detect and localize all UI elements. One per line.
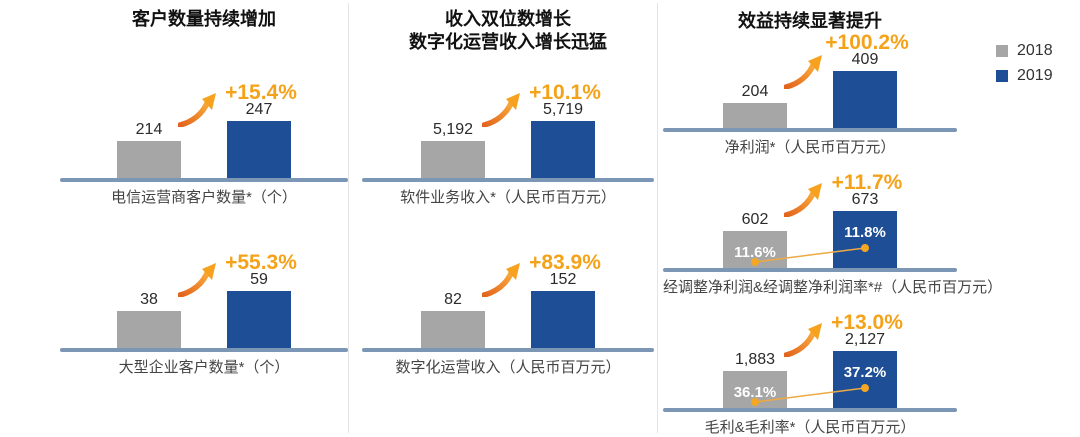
legend-swatch-2019 [996, 70, 1008, 82]
column-divider [657, 3, 658, 433]
column-title: 客户数量持续增加 [60, 8, 348, 31]
chart-label: 数字化运营收入（人民币百万元） [395, 359, 621, 376]
chart-plot: 36.1% 37.2% 1,883 2,127 +13.0% [663, 308, 957, 408]
chart-label: 软件业务收入*（人民币百万元） [400, 189, 616, 206]
growth-arrow-icon [482, 263, 520, 297]
value-2019: 152 [549, 271, 577, 288]
axis-baseline [663, 268, 957, 272]
growth-arrow-icon [784, 323, 822, 357]
growth-arrow-icon [178, 93, 216, 127]
column-title-line: 效益持续显著提升 [738, 11, 882, 31]
rate-2019: 37.2% [843, 364, 887, 381]
chart-net-profit: 204 409 +100.2% 净利润*（人民币百万元） [663, 28, 957, 157]
column-title: 收入双位数增长 数字化运营收入增长迅猛 [362, 8, 654, 54]
chart-label: 经调整净利润&经调整净利润率*#（人民币百万元） [663, 279, 1003, 296]
axis-baseline [663, 408, 957, 412]
bar-2019 [833, 351, 897, 408]
chart-adjusted-net-profit: 11.6% 11.8% 602 673 +11.7% 经调整净利润&经调整净利润… [663, 168, 1003, 297]
chart-plot: 38 59 +55.3% [60, 248, 348, 348]
growth-label: +10.1% [529, 81, 601, 104]
column-profitability: 效益持续显著提升 204 409 +100.2% 净利润*（人民币百万元） [663, 0, 1003, 437]
axis-baseline [663, 128, 957, 132]
value-2018: 1,883 [734, 351, 776, 368]
column-title: 效益持续显著提升 [663, 10, 957, 33]
value-2018: 602 [741, 211, 769, 228]
rate-connector-line [751, 384, 869, 406]
legend-item-2018: 2018 [996, 42, 1053, 60]
growth-label: +100.2% [825, 31, 909, 54]
axis-baseline [362, 348, 654, 352]
bar-2018 [421, 141, 485, 178]
value-2018: 204 [741, 83, 769, 100]
value-2018: 5,192 [432, 121, 474, 138]
axis-baseline [60, 178, 348, 182]
chart-enterprise-customers: 38 59 +55.3% 大型企业客户数量*（个） [60, 248, 348, 377]
value-2018: 214 [135, 121, 163, 138]
rate-connector-line [751, 244, 869, 266]
chart-plot: 11.6% 11.8% 602 673 +11.7% [663, 168, 957, 268]
chart-label: 毛利&毛利率*（人民币百万元） [704, 419, 916, 436]
bar-2018 [117, 141, 181, 178]
legend-label: 2019 [1017, 67, 1053, 84]
axis-baseline [60, 348, 348, 352]
axis-baseline [362, 178, 654, 182]
bar-2018 [723, 103, 787, 128]
bar-2019 [227, 121, 291, 178]
value-2019: 2,127 [844, 331, 886, 348]
growth-label: +11.7% [831, 171, 903, 194]
growth-arrow-icon [482, 93, 520, 127]
bar-2019 [227, 291, 291, 348]
value-2019: 409 [851, 51, 879, 68]
rate-2018: 36.1% [733, 384, 777, 401]
value-2018: 38 [140, 291, 158, 308]
growth-label: +55.3% [225, 251, 297, 274]
bar-2019 [531, 121, 595, 178]
rate-2018: 11.6% [734, 244, 776, 261]
legend-label: 2018 [1017, 42, 1053, 59]
growth-label: +15.4% [225, 81, 297, 104]
growth-arrow-icon [784, 183, 822, 217]
bar-2019 [833, 71, 897, 128]
growth-arrow-icon [784, 55, 822, 89]
bar-2018 [421, 311, 485, 348]
legend-swatch-2018 [996, 45, 1008, 57]
chart-plot: 5,192 5,719 +10.1% [362, 78, 654, 178]
value-2018: 82 [444, 291, 462, 308]
growth-label: +83.9% [529, 251, 601, 274]
column-title-line: 收入双位数增长 [445, 9, 571, 29]
bar-2019 [531, 291, 595, 348]
rate-2019: 11.8% [844, 224, 886, 241]
chart-label: 大型企业客户数量*（个） [118, 359, 290, 376]
growth-label: +13.0% [831, 311, 903, 334]
column-divider [348, 3, 349, 433]
chart-gross-profit: 36.1% 37.2% 1,883 2,127 +13.0% 毛利&毛利率*（人… [663, 308, 957, 437]
bar-2019 [833, 211, 897, 268]
legend-item-2019: 2019 [996, 67, 1053, 85]
value-2019: 59 [250, 271, 268, 288]
chart-label: 电信运营商客户数量*（个） [111, 189, 297, 206]
value-2019: 5,719 [542, 101, 584, 118]
value-2019: 673 [851, 191, 879, 208]
column-customers: 客户数量持续增加 214 247 +15.4% 电信运营商客户数量*（个） 38 [60, 0, 348, 437]
growth-arrow-icon [178, 263, 216, 297]
chart-label: 净利润*（人民币百万元） [724, 139, 896, 156]
legend: 2018 2019 [996, 42, 1053, 92]
chart-software-revenue: 5,192 5,719 +10.1% 软件业务收入*（人民币百万元） [362, 78, 654, 207]
column-title-line: 数字化运营收入增长迅猛 [409, 32, 607, 52]
column-revenue: 收入双位数增长 数字化运营收入增长迅猛 5,192 5,719 +10.1% 软… [362, 0, 654, 437]
bar-2018 [117, 311, 181, 348]
column-title-line: 客户数量持续增加 [132, 9, 276, 29]
value-2019: 247 [245, 101, 273, 118]
chart-plot: 82 152 +83.9% [362, 248, 654, 348]
chart-telecom-customers: 214 247 +15.4% 电信运营商客户数量*（个） [60, 78, 348, 207]
chart-plot: 214 247 +15.4% [60, 78, 348, 178]
chart-plot: 204 409 +100.2% [663, 28, 957, 128]
chart-digital-ops-revenue: 82 152 +83.9% 数字化运营收入（人民币百万元） [362, 248, 654, 377]
